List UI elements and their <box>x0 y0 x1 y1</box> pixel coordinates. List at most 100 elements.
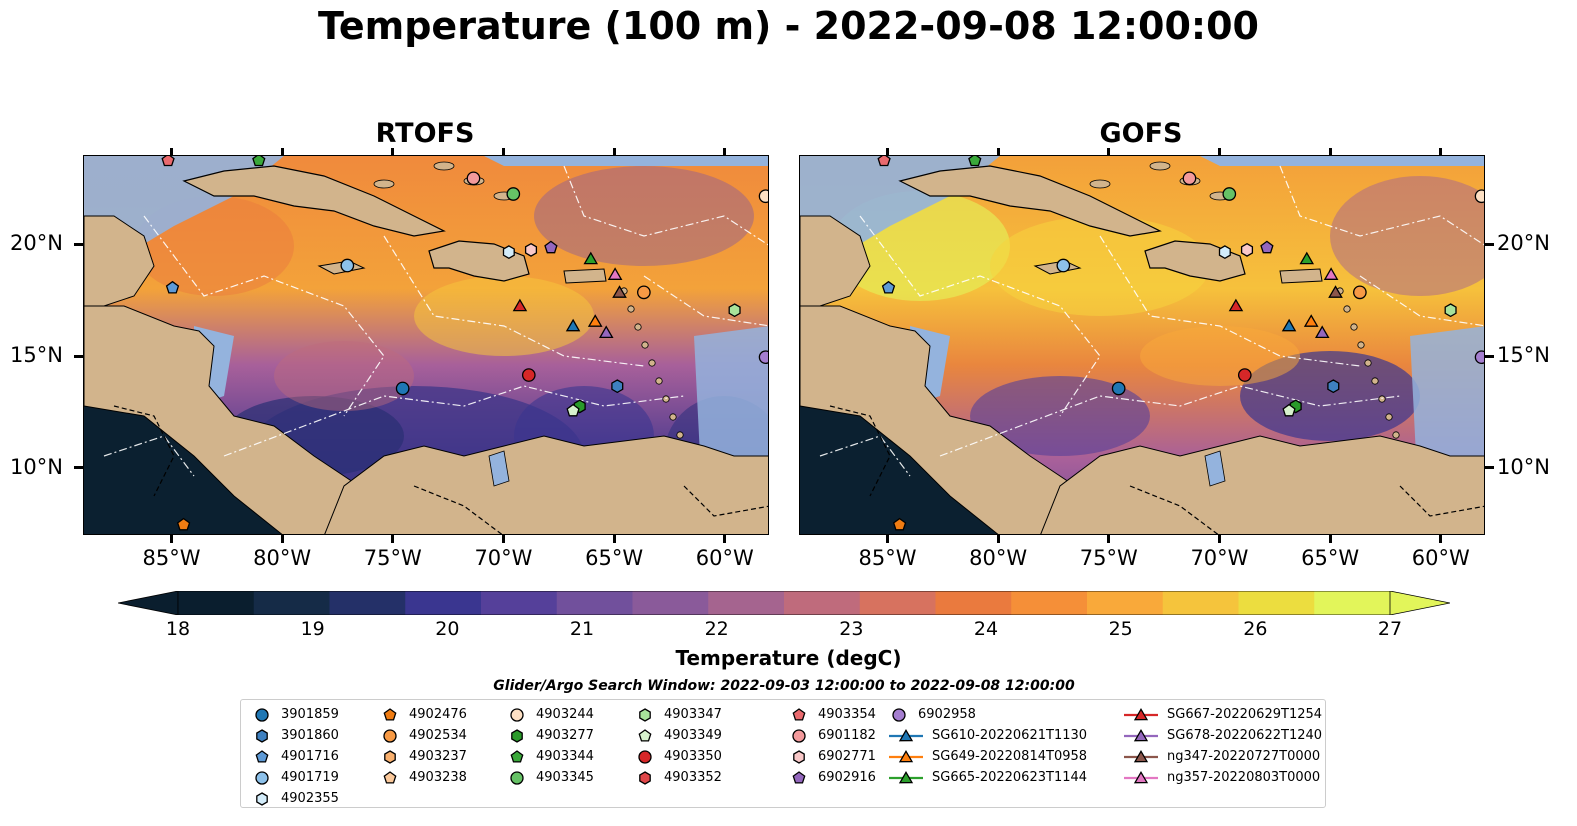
obs-4903344 <box>252 156 266 167</box>
legend-marker-icon <box>510 770 524 785</box>
obs-4903244 <box>758 189 768 204</box>
legend-entry: 4901716 <box>251 746 339 767</box>
lon-tick <box>280 535 284 543</box>
legend-entry: SG665-20220623T1144 <box>888 767 1087 788</box>
legend-label: 4903244 <box>536 707 594 722</box>
colorbar-tick-label: 20 <box>435 618 460 640</box>
legend-marker <box>898 728 914 741</box>
legend-marker-icon <box>255 770 269 785</box>
lon-tick <box>723 535 727 543</box>
lon-tick <box>1217 535 1221 543</box>
legend-entry: ng357-20220803T0000 <box>1123 767 1320 788</box>
obs-6902771 <box>524 242 538 257</box>
obs-4903244 <box>1474 189 1484 204</box>
obs-SG667-20220629T1254 <box>1228 298 1244 312</box>
legend-entry: 4903352 <box>634 767 722 788</box>
gofs-map[interactable] <box>799 155 1485 535</box>
legend-label: 4901719 <box>281 770 339 785</box>
legend-label: 4903352 <box>664 770 722 785</box>
legend-marker-icon <box>639 770 651 785</box>
legend-entry: 4903345 <box>506 767 594 788</box>
legend-marker-icon <box>1124 728 1158 741</box>
lon-tick-label: 75°W <box>363 546 422 570</box>
lat-tick-label-left: 10°N <box>10 454 63 479</box>
colorbar-segment <box>178 591 255 615</box>
obs-6902916 <box>544 240 558 254</box>
legend-label: 4903277 <box>536 728 594 743</box>
lon-tick-label: 80°W <box>253 546 312 570</box>
colorbar-segment <box>708 591 785 615</box>
lon-tick-label: 85°W <box>858 546 917 570</box>
legend-label: 4903345 <box>536 770 594 785</box>
legend-marker <box>793 749 805 764</box>
colorbar-segment <box>556 591 633 615</box>
legend-label: ng347-20220727T0000 <box>1167 749 1321 764</box>
legend-marker-icon <box>1124 770 1158 783</box>
legend-marker-icon <box>889 770 923 783</box>
legend-marker <box>892 707 906 722</box>
lat-tick-label-right: 20°N <box>1497 231 1550 256</box>
lon-tick <box>391 535 395 543</box>
panel-title-rtofs: RTOFS <box>375 118 475 149</box>
legend-marker-icon <box>255 749 269 763</box>
legend-marker <box>383 770 397 784</box>
lon-tick-label: 85°W <box>142 546 201 570</box>
legend-label: 4903347 <box>664 707 722 722</box>
legend-label: 6902916 <box>818 770 876 785</box>
colorbar-segment <box>859 591 936 615</box>
colorbar-tick-label: 21 <box>569 618 595 640</box>
colorbar-segment <box>253 591 330 615</box>
colorbar-segment <box>1314 591 1391 615</box>
legend-label: 4902476 <box>409 707 467 722</box>
figure-title: Temperature (100 m) - 2022-09-08 12:00:0… <box>317 4 1259 48</box>
obs-SG610-20220621T1130 <box>565 318 581 332</box>
lon-tick-label: 80°W <box>969 546 1028 570</box>
obs-4901716 <box>881 280 896 294</box>
legend-entry: 4903344 <box>506 746 594 767</box>
legend-marker <box>383 728 397 743</box>
rtofs-map[interactable] <box>83 155 769 535</box>
obs-4903350 <box>521 368 536 382</box>
colorbar-tick-label: 25 <box>1108 618 1133 640</box>
legend-label: 4902355 <box>281 791 339 806</box>
legend-entry: 6901182 <box>788 725 876 746</box>
legend-entry: 6902958 <box>888 704 976 725</box>
legend-marker-icon <box>793 749 805 764</box>
legend-entry: SG678-20220622T1240 <box>1123 725 1322 746</box>
legend-marker <box>510 770 524 785</box>
legend-marker-icon <box>383 770 397 784</box>
obs-4901719 <box>340 258 355 273</box>
obs-SG678-20220622T1240 <box>598 325 614 339</box>
lon-tick <box>280 148 284 156</box>
legend-label: 6902958 <box>918 707 976 722</box>
legend-label: 4903354 <box>818 707 876 722</box>
obs-6901182 <box>1182 171 1197 186</box>
obs-4901719 <box>1056 258 1071 273</box>
obs-4903345 <box>1222 187 1237 201</box>
map-canvas <box>84 156 768 534</box>
legend-marker <box>256 728 268 743</box>
lon-tick <box>612 535 616 543</box>
lon-tick <box>886 535 890 543</box>
legend-marker <box>510 749 524 763</box>
legend-marker <box>256 791 268 806</box>
legend-label: SG665-20220623T1144 <box>932 770 1088 785</box>
obs-ng357-20220803T0000 <box>1323 267 1339 280</box>
colorbar-tick-label: 23 <box>839 618 864 640</box>
lon-tick-label: 65°W <box>585 546 644 570</box>
legend-entry: 6902771 <box>788 746 876 767</box>
obs-4903354 <box>877 156 891 167</box>
legend-marker <box>510 707 524 722</box>
obs-4902534 <box>1353 285 1367 300</box>
obs-4902355 <box>1218 245 1231 260</box>
obs-4902476 <box>176 517 191 531</box>
obs-4903349 <box>566 403 580 417</box>
lon-tick <box>501 535 505 543</box>
legend-label: 4903237 <box>409 749 467 764</box>
legend-marker <box>255 749 269 763</box>
legend-entry: 4903237 <box>379 746 467 767</box>
colorbar-tick-label: 18 <box>165 618 191 640</box>
obs-4902476 <box>892 517 907 531</box>
legend-marker <box>638 728 652 742</box>
lat-tick-label-right: 15°N <box>1497 343 1550 368</box>
